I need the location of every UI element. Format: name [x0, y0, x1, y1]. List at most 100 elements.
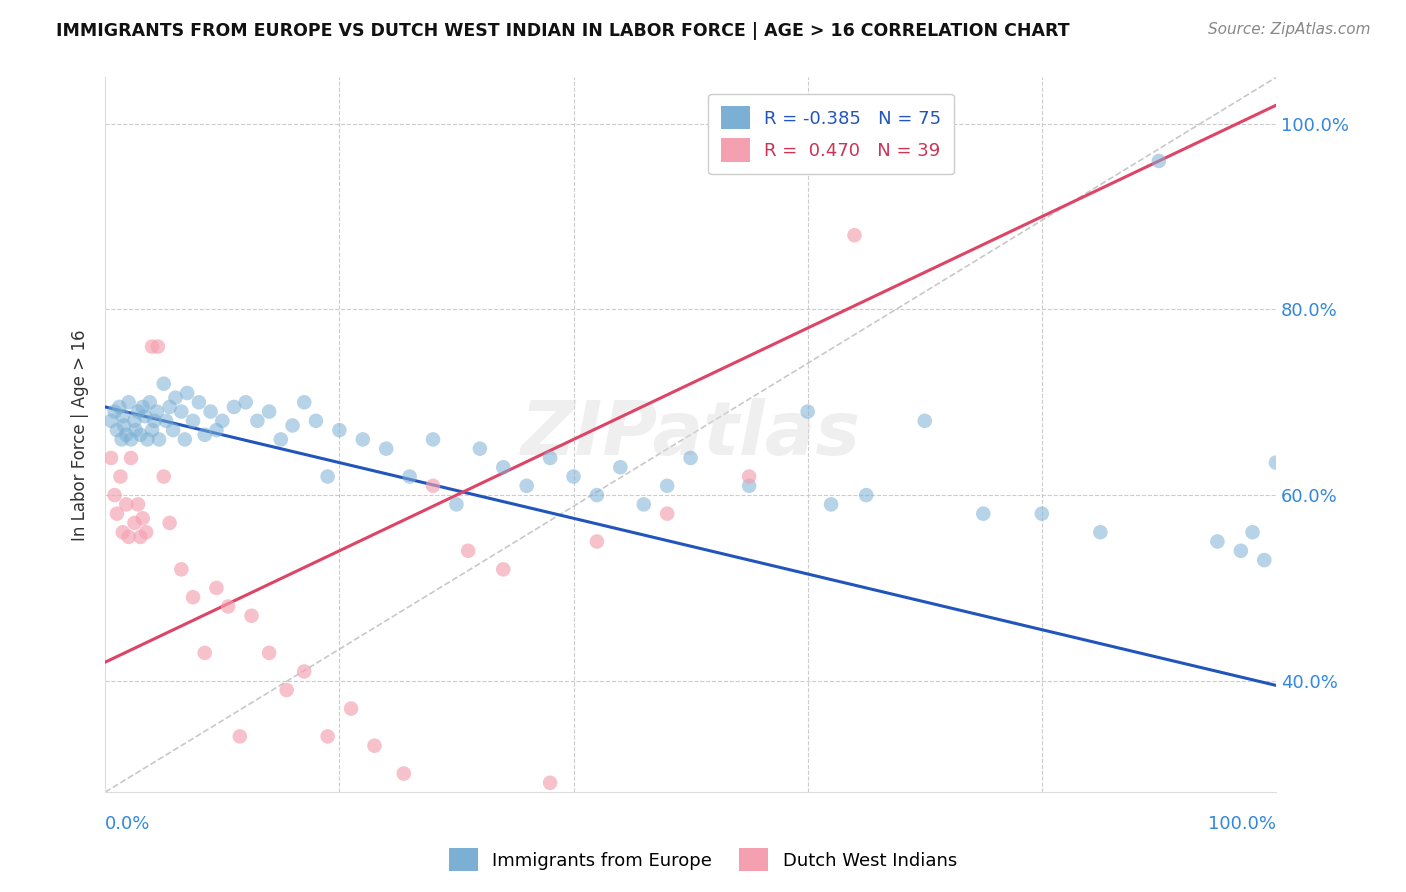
Point: [422, 479, 444, 493]
Point: [276, 683, 298, 698]
Point: [127, 497, 149, 511]
Point: [176, 386, 198, 401]
Point: [110, 433, 132, 447]
Point: [120, 433, 142, 447]
Text: Source: ZipAtlas.com: Source: ZipAtlas.com: [1208, 22, 1371, 37]
Legend: Immigrants from Europe, Dutch West Indians: Immigrants from Europe, Dutch West India…: [441, 841, 965, 879]
Point: [229, 730, 252, 744]
Point: [105, 507, 128, 521]
Point: [217, 599, 239, 614]
Point: [328, 423, 350, 437]
Point: [194, 646, 217, 660]
Point: [200, 404, 222, 418]
Point: [562, 469, 585, 483]
Point: [914, 414, 936, 428]
Point: [115, 497, 138, 511]
Point: [100, 414, 122, 428]
Point: [181, 414, 204, 428]
Point: [657, 507, 679, 521]
Point: [1253, 553, 1275, 567]
Point: [738, 469, 761, 483]
Point: [194, 427, 217, 442]
Point: [446, 497, 468, 511]
Point: [538, 450, 561, 465]
Point: [124, 516, 146, 530]
Point: [138, 395, 160, 409]
Point: [363, 739, 385, 753]
Point: [292, 395, 315, 409]
Point: [134, 409, 156, 424]
Point: [146, 340, 169, 354]
Text: 0.0%: 0.0%: [105, 815, 150, 833]
Point: [516, 479, 538, 493]
Point: [100, 450, 122, 465]
Point: [148, 433, 170, 447]
Point: [538, 776, 561, 790]
Point: [187, 395, 209, 409]
Point: [375, 442, 398, 456]
Point: [270, 433, 292, 447]
Point: [1241, 525, 1264, 540]
Point: [972, 507, 994, 521]
Y-axis label: In Labor Force | Age > 16: In Labor Force | Age > 16: [72, 329, 89, 541]
Point: [136, 433, 159, 447]
Point: [633, 497, 655, 511]
Point: [392, 766, 415, 780]
Point: [657, 479, 679, 493]
Point: [115, 427, 138, 442]
Point: [112, 418, 135, 433]
Point: [152, 376, 174, 391]
Point: [129, 427, 152, 442]
Point: [131, 511, 153, 525]
Point: [111, 409, 134, 424]
Point: [457, 543, 479, 558]
Point: [205, 423, 228, 437]
Point: [240, 608, 263, 623]
Point: [120, 450, 142, 465]
Point: [679, 450, 702, 465]
Point: [141, 340, 163, 354]
Point: [129, 530, 152, 544]
Point: [235, 395, 257, 409]
Point: [170, 404, 193, 418]
Point: [131, 400, 153, 414]
Point: [145, 404, 167, 418]
Point: [105, 423, 128, 437]
Point: [173, 433, 195, 447]
Point: [586, 488, 609, 502]
Point: [159, 400, 181, 414]
Point: [211, 414, 233, 428]
Point: [110, 469, 132, 483]
Point: [1265, 456, 1288, 470]
Legend: R = -0.385   N = 75, R =  0.470   N = 39: R = -0.385 N = 75, R = 0.470 N = 39: [709, 94, 953, 174]
Point: [281, 418, 304, 433]
Point: [103, 404, 125, 418]
Point: [170, 562, 193, 576]
Point: [1206, 534, 1229, 549]
Point: [165, 391, 187, 405]
Point: [222, 400, 245, 414]
Point: [316, 469, 339, 483]
Point: [305, 414, 328, 428]
Point: [141, 423, 163, 437]
Point: [1090, 525, 1112, 540]
Point: [398, 469, 420, 483]
Point: [796, 404, 818, 418]
Point: [117, 530, 139, 544]
Point: [1031, 507, 1053, 521]
Point: [162, 423, 184, 437]
Point: [340, 701, 363, 715]
Point: [609, 460, 631, 475]
Point: [468, 442, 491, 456]
Text: 100.0%: 100.0%: [1208, 815, 1277, 833]
Point: [103, 488, 125, 502]
Point: [152, 469, 174, 483]
Point: [135, 525, 157, 540]
Text: ZIPatlas: ZIPatlas: [520, 398, 860, 471]
Point: [181, 590, 204, 604]
Point: [143, 414, 166, 428]
Point: [127, 404, 149, 418]
Point: [246, 414, 269, 428]
Point: [111, 525, 134, 540]
Point: [292, 665, 315, 679]
